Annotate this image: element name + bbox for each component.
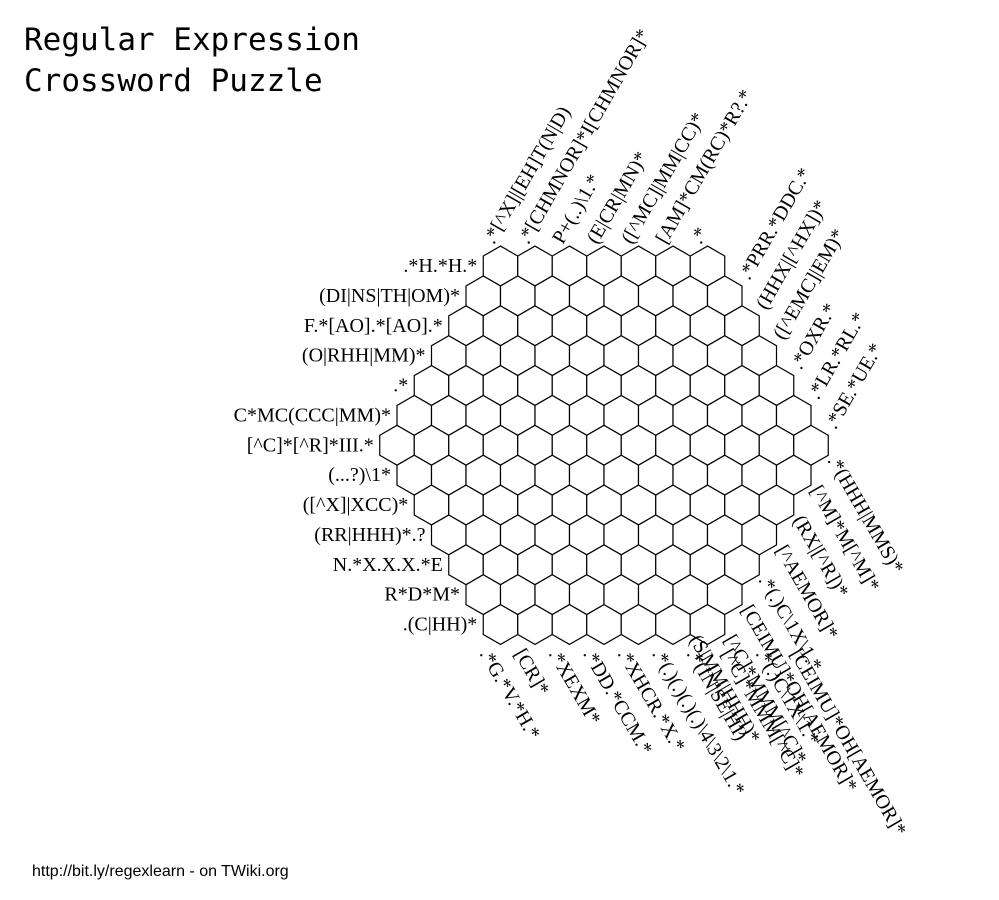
hex-cell[interactable] [689, 603, 726, 646]
clue-left: ([^X]|XCC)* [303, 494, 409, 516]
clue-left: R*D*M* [384, 584, 460, 606]
left-clues: .*H.*H.* (DI|NS|TH|OM)* F.*[AO].*[AO].* (O|… [234, 255, 478, 636]
clue-left: (...?)\1* [328, 464, 391, 486]
clue-left: (O|RHH|MM)* [302, 345, 426, 367]
hex-cells [379, 245, 829, 646]
clue-left: .*H.*H.* [403, 255, 477, 277]
clue-top: .* [686, 224, 713, 248]
clue-left: .* [393, 375, 408, 397]
title-line-1: Regular Expression [24, 22, 360, 58]
clue-left: (RR|HHH)*.? [314, 524, 425, 546]
clue-left: N.*X.X.X.*E [333, 554, 443, 576]
clue-left: F.*[AO].*[AO].* [304, 315, 443, 337]
clue-left: C*MC(CCC|MM)* [234, 404, 391, 426]
top-clues: .*[^X]|[EH]T(N|D).*[CHMNOR]*I[CHMNOR]*P+… [479, 25, 757, 247]
title-line-2: Crossword Puzzle [24, 63, 323, 99]
clue-left: [^C]*[^R]*III.* [247, 434, 374, 456]
puzzle-title: Regular Expression Crossword Puzzle [24, 20, 360, 102]
clue-left: (DI|NS|TH|OM)* [319, 285, 460, 307]
bottom-clues: .*G.*V.*H.*[CR]*.*XEXM*.*DD.*CCM.*.*XHCR… [475, 645, 911, 840]
footer-credit: http://bit.ly/regexlearn - on TWiki.org [32, 863, 289, 880]
clue-left: .(C|HH)* [403, 614, 478, 636]
